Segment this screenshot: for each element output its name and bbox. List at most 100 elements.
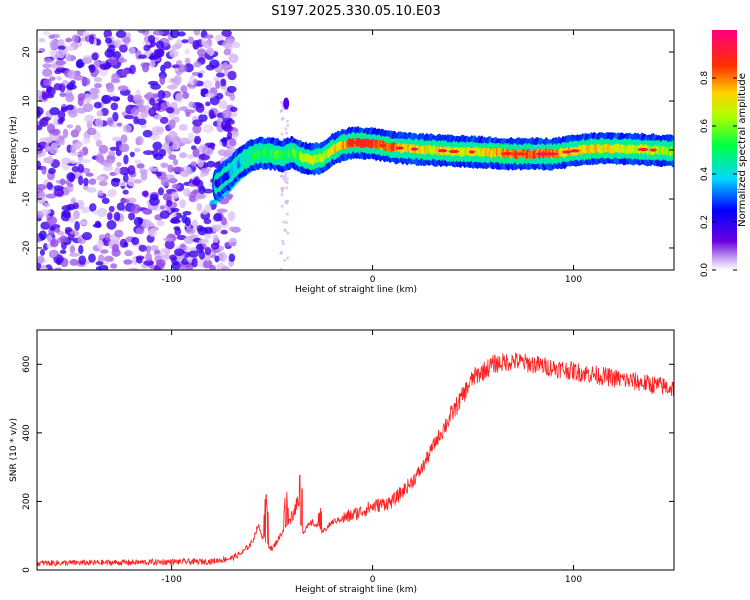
noise-blob bbox=[184, 57, 191, 65]
noise-blob bbox=[46, 234, 53, 243]
noise-blob bbox=[137, 30, 147, 34]
noise-blob bbox=[68, 172, 75, 183]
noise-blob bbox=[74, 221, 80, 231]
noise-blob bbox=[134, 147, 141, 153]
noise-blob bbox=[85, 172, 94, 177]
noise-blob bbox=[283, 97, 290, 110]
noise-blob bbox=[185, 227, 196, 235]
noise-blob bbox=[49, 39, 60, 50]
noise-blob bbox=[53, 83, 62, 91]
noise-blob bbox=[40, 208, 51, 215]
colorbar-panel: 0.0 0.2 0.4 0.6 0.8 Normalized spectral ampl… bbox=[700, 30, 748, 277]
noise-blob bbox=[282, 178, 286, 182]
noise-blob bbox=[131, 236, 140, 246]
noise-blob bbox=[145, 252, 153, 262]
noise-blob bbox=[40, 266, 48, 270]
noise-blob bbox=[147, 34, 156, 44]
noise-blob bbox=[123, 241, 129, 248]
noise-blob bbox=[198, 185, 206, 195]
noise-blob bbox=[200, 88, 209, 93]
noise-blob bbox=[93, 101, 102, 109]
noise-blob bbox=[183, 188, 191, 197]
noise-blob bbox=[37, 124, 43, 131]
noise-blob bbox=[225, 194, 233, 201]
noise-blob bbox=[69, 244, 75, 255]
noise-blob bbox=[187, 132, 195, 142]
noise-blob bbox=[173, 226, 181, 231]
noise-blob bbox=[217, 149, 227, 157]
noise-blob bbox=[37, 255, 45, 264]
noise-blob bbox=[107, 188, 117, 198]
spectrogram-ylabel: Frequency (Hz) bbox=[9, 116, 19, 184]
noise-blob bbox=[111, 244, 120, 253]
noise-blob bbox=[128, 267, 139, 270]
noise-blob bbox=[188, 101, 195, 108]
noise-blob bbox=[230, 130, 239, 138]
ridge-mark bbox=[570, 149, 580, 153]
noise-blob bbox=[203, 80, 213, 89]
noise-blob bbox=[37, 106, 44, 116]
noise-blob bbox=[49, 49, 57, 56]
noise-blob bbox=[127, 197, 137, 204]
noise-blob bbox=[94, 220, 101, 227]
noise-blob bbox=[179, 169, 190, 178]
noise-blob bbox=[153, 249, 161, 255]
noise-blob bbox=[187, 153, 195, 160]
noise-blob bbox=[198, 250, 206, 260]
noise-blob bbox=[154, 49, 163, 59]
noise-blob bbox=[78, 255, 87, 265]
noise-blob bbox=[95, 39, 102, 46]
noise-blob bbox=[68, 216, 76, 224]
colorbar-ticks: 0.0 0.2 0.4 0.6 0.8 bbox=[700, 71, 737, 277]
noise-blob bbox=[229, 106, 238, 113]
noise-blob bbox=[93, 77, 103, 83]
noise-blob bbox=[281, 187, 285, 191]
noise-blob bbox=[220, 229, 228, 235]
noise-blob bbox=[228, 237, 238, 247]
noise-blob bbox=[155, 40, 165, 50]
noise-blob bbox=[95, 261, 104, 266]
ridge-mark bbox=[649, 148, 657, 152]
noise-blob bbox=[205, 101, 211, 107]
noise-blob bbox=[185, 111, 191, 117]
noise-blob bbox=[188, 250, 199, 258]
noise-blob bbox=[135, 255, 145, 260]
noise-blob bbox=[108, 150, 116, 157]
noise-blob bbox=[60, 157, 72, 165]
noise-blob bbox=[284, 127, 288, 131]
spectrogram-ytick-label: -10 bbox=[22, 191, 32, 206]
noise-blob bbox=[37, 184, 47, 191]
noise-blob bbox=[203, 226, 213, 235]
snr-ylabel: SNR (10 * v/v) bbox=[9, 418, 19, 482]
noise-blob bbox=[193, 79, 199, 84]
noise-blob bbox=[204, 93, 215, 99]
noise-blob bbox=[133, 179, 143, 184]
noise-blob bbox=[38, 230, 47, 241]
noise-blob bbox=[117, 85, 129, 92]
noise-blob bbox=[141, 62, 150, 73]
noise-blob bbox=[285, 177, 289, 181]
noise-blob bbox=[142, 129, 153, 138]
noise-blob bbox=[91, 52, 99, 61]
noise-blob bbox=[208, 59, 220, 69]
noise-blob bbox=[94, 117, 104, 128]
noise-blob bbox=[229, 93, 236, 101]
noise-blob bbox=[65, 37, 73, 43]
noise-blob bbox=[84, 114, 95, 124]
noise-blob bbox=[62, 128, 69, 139]
noise-blob bbox=[49, 226, 56, 231]
noise-blob bbox=[170, 101, 178, 109]
noise-blob bbox=[75, 60, 84, 69]
noise-blob bbox=[192, 189, 201, 194]
noise-blob bbox=[96, 110, 103, 117]
noise-blob bbox=[55, 60, 67, 66]
noise-blob bbox=[198, 114, 208, 123]
noise-blob bbox=[202, 259, 213, 269]
noise-blob bbox=[160, 162, 169, 168]
noise-blob bbox=[205, 34, 214, 39]
noise-blob bbox=[78, 244, 84, 255]
noise-blob bbox=[73, 74, 84, 81]
snr-xtick-label: 0 bbox=[370, 575, 376, 585]
noise-blob bbox=[210, 242, 220, 250]
